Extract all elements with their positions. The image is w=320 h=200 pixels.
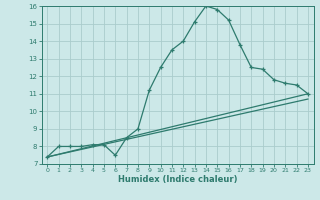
X-axis label: Humidex (Indice chaleur): Humidex (Indice chaleur)	[118, 175, 237, 184]
